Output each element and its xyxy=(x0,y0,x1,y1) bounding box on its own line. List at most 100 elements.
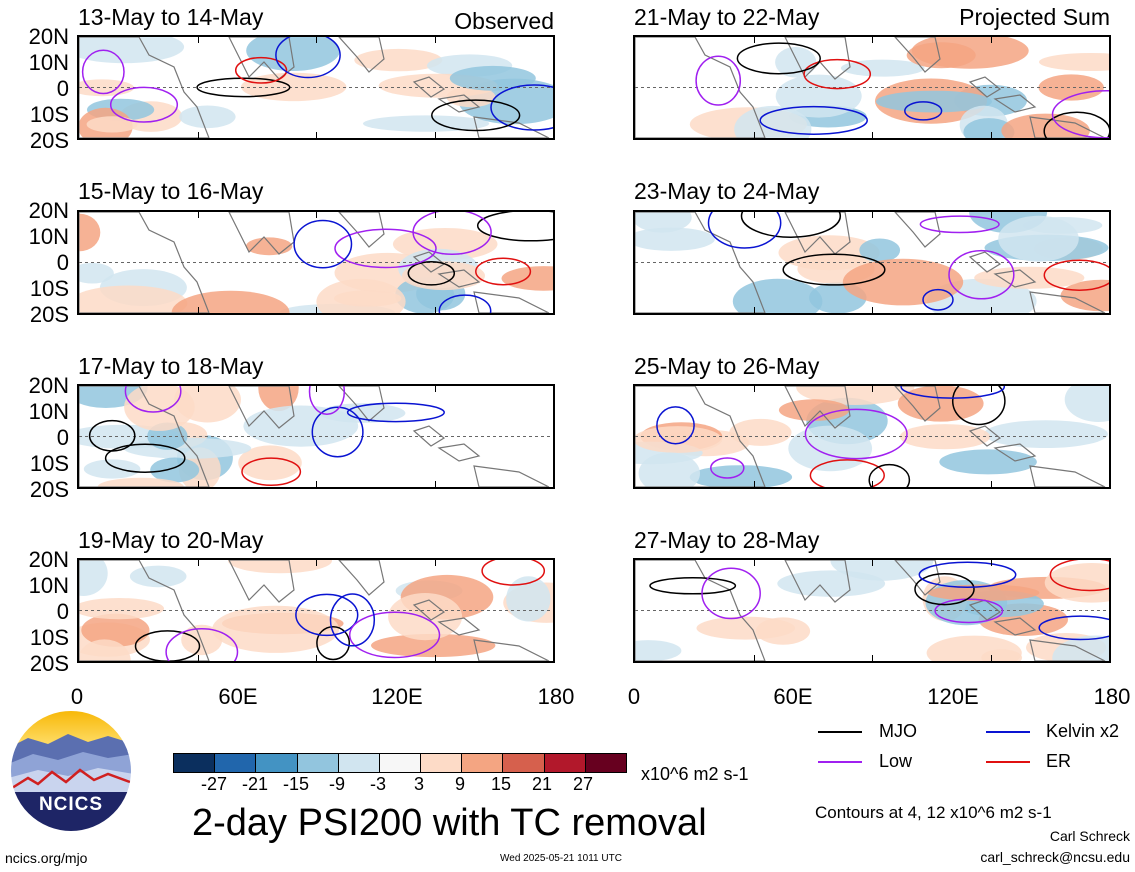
axis-tick xyxy=(990,212,992,218)
lat-label: 10N xyxy=(28,573,69,598)
coastline xyxy=(473,465,550,487)
axis-tick xyxy=(872,386,873,392)
axis-tick xyxy=(197,307,199,313)
axis-tick xyxy=(872,655,873,661)
contour-line xyxy=(868,463,911,487)
colorbar-label: 21 xyxy=(531,774,553,794)
map-graphic xyxy=(79,37,553,138)
map-panel-3 xyxy=(77,384,555,489)
contour-line xyxy=(104,443,186,473)
map-panel-5 xyxy=(633,35,1111,140)
coastline xyxy=(228,560,295,603)
axis-tick xyxy=(434,655,436,661)
lat-label: 20N xyxy=(28,198,69,223)
axis-tick xyxy=(872,212,873,218)
site-url[interactable]: ncics.org/mjo xyxy=(5,850,88,866)
legend-er-label: ER xyxy=(1046,751,1072,771)
axis-tick xyxy=(434,37,436,43)
contour-line xyxy=(275,37,341,79)
panel-title-4: 19-May to 20-May xyxy=(78,527,264,553)
axis-tick xyxy=(434,481,436,487)
axis-tick xyxy=(872,37,873,43)
coastline xyxy=(784,212,851,255)
coastline xyxy=(412,425,446,447)
contour-line xyxy=(803,58,872,90)
colorbar-swatch xyxy=(296,753,339,773)
shading-blob xyxy=(86,116,138,133)
shading-blob xyxy=(906,42,976,69)
axis-tick xyxy=(316,560,317,566)
contour-line xyxy=(710,457,745,479)
axis-tick xyxy=(753,132,755,138)
shading-blob xyxy=(983,420,1108,448)
panel-label-observed: Observed xyxy=(454,8,554,34)
axis-tick xyxy=(434,560,436,566)
axis-tick xyxy=(753,386,755,392)
lat-label: 20S xyxy=(29,651,69,676)
legend-low-label: Low xyxy=(879,751,913,771)
contour-line xyxy=(736,42,821,75)
contour-line xyxy=(1043,111,1109,138)
shading-blob xyxy=(363,115,490,132)
coastline xyxy=(473,639,550,661)
lat-label: 0 xyxy=(56,76,69,101)
colorbar-swatch xyxy=(502,753,545,773)
contour-line xyxy=(759,105,868,135)
shading-blob xyxy=(79,37,185,64)
author-name: Carl Schreck xyxy=(1049,828,1130,844)
contour-line xyxy=(346,402,445,423)
shading-blob xyxy=(79,560,108,596)
contour-line xyxy=(782,253,886,286)
coastline xyxy=(968,76,1002,98)
map-panel-1 xyxy=(77,35,555,140)
contour-line xyxy=(904,101,943,121)
shading-blob xyxy=(83,459,141,479)
shading-blob xyxy=(638,452,700,487)
axis-tick xyxy=(197,481,199,487)
coastline xyxy=(437,94,481,113)
shading-blob xyxy=(981,649,1023,661)
axis-tick xyxy=(316,132,317,138)
shading-blob xyxy=(150,457,200,483)
coastline xyxy=(79,212,210,313)
colorbar-label: -27 xyxy=(200,774,227,794)
shading-blob xyxy=(635,640,682,661)
shading-blob xyxy=(79,639,131,661)
coastline xyxy=(437,617,481,636)
axis-tick xyxy=(197,386,199,392)
colorbar-swatch xyxy=(420,753,463,773)
contour-line xyxy=(316,625,351,661)
contour-line xyxy=(412,212,492,256)
lat-label: 20S xyxy=(29,302,69,327)
shading-blob xyxy=(1039,53,1109,71)
contour-line xyxy=(124,386,182,413)
panel-title-8: 27-May to 28-May xyxy=(634,527,820,553)
axis-tick xyxy=(316,386,317,392)
colorbar-swatch xyxy=(584,753,627,773)
contour-line xyxy=(109,86,179,123)
legend-kelvin-line xyxy=(986,731,1030,733)
shading-blob xyxy=(998,215,1079,262)
lat-label: 0 xyxy=(56,599,69,624)
contour-line xyxy=(476,212,553,242)
contour-line xyxy=(165,628,239,661)
coastline xyxy=(338,37,385,73)
legend-low-line xyxy=(818,761,862,763)
axis-tick xyxy=(434,132,436,138)
shading-blob xyxy=(755,617,811,645)
contour-line xyxy=(948,249,1015,300)
contour-line xyxy=(914,573,975,606)
map-graphic xyxy=(635,386,1109,487)
lon-label: 120E xyxy=(927,684,979,709)
colorbar-swatch xyxy=(378,753,422,773)
coastline xyxy=(437,443,481,462)
shading-blob xyxy=(245,237,293,256)
contour-line xyxy=(329,593,376,647)
shading-blob xyxy=(81,613,150,647)
shading-blob xyxy=(238,445,302,481)
axis-tick xyxy=(753,655,755,661)
colorbar-label: 9 xyxy=(454,774,465,794)
coastline xyxy=(228,386,295,429)
shading-blob xyxy=(1044,563,1109,603)
coastline xyxy=(635,560,766,661)
